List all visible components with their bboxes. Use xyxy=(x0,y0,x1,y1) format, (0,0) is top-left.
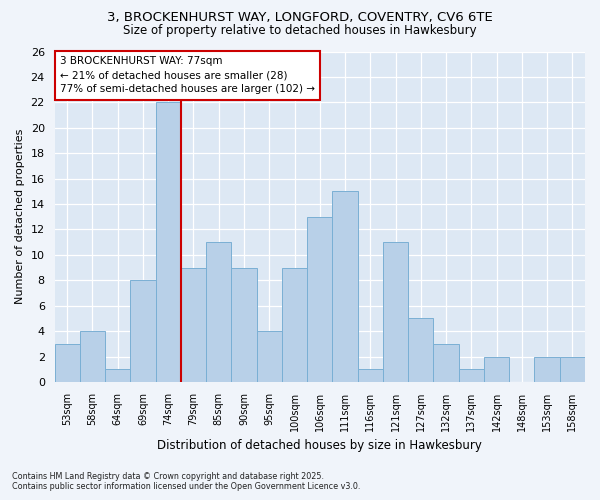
Bar xyxy=(458,370,484,382)
Bar xyxy=(560,356,585,382)
Bar xyxy=(257,331,282,382)
Bar xyxy=(484,356,509,382)
Text: Contains HM Land Registry data © Crown copyright and database right 2025.
Contai: Contains HM Land Registry data © Crown c… xyxy=(12,472,361,491)
Y-axis label: Number of detached properties: Number of detached properties xyxy=(15,129,25,304)
Bar xyxy=(535,356,560,382)
Bar xyxy=(307,217,332,382)
Bar xyxy=(105,370,130,382)
Bar xyxy=(55,344,80,382)
Bar xyxy=(80,331,105,382)
Text: Size of property relative to detached houses in Hawkesbury: Size of property relative to detached ho… xyxy=(123,24,477,37)
Text: 3 BROCKENHURST WAY: 77sqm
← 21% of detached houses are smaller (28)
77% of semi-: 3 BROCKENHURST WAY: 77sqm ← 21% of detac… xyxy=(60,56,315,94)
Bar xyxy=(155,102,181,382)
Text: 3, BROCKENHURST WAY, LONGFORD, COVENTRY, CV6 6TE: 3, BROCKENHURST WAY, LONGFORD, COVENTRY,… xyxy=(107,11,493,24)
X-axis label: Distribution of detached houses by size in Hawkesbury: Distribution of detached houses by size … xyxy=(157,440,482,452)
Bar xyxy=(181,268,206,382)
Bar xyxy=(358,370,383,382)
Bar xyxy=(408,318,433,382)
Bar xyxy=(332,192,358,382)
Bar xyxy=(282,268,307,382)
Bar xyxy=(383,242,408,382)
Bar xyxy=(130,280,155,382)
Bar xyxy=(232,268,257,382)
Bar xyxy=(433,344,458,382)
Bar xyxy=(206,242,232,382)
